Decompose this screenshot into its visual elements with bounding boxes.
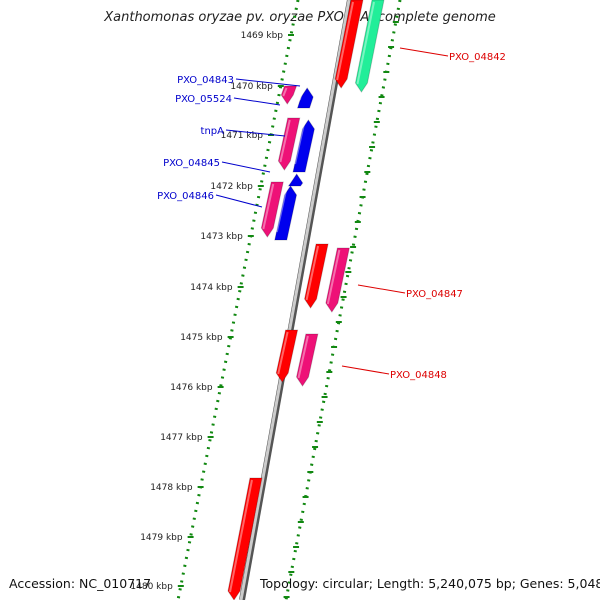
gene-pxo-04845-blue-highlight [289, 175, 294, 179]
callout-line [221, 161, 271, 173]
gene-pxo-04846-blue-highlight [275, 187, 288, 233]
callout-line [399, 47, 449, 57]
gene-pxo-04846-magenta [260, 181, 284, 238]
gene-tnpa-blue-highlight [294, 121, 306, 165]
gene-label: PXO_04842 [449, 52, 506, 63]
ruler-left [176, 0, 300, 600]
kbp-tick-label: 1473 kbp [200, 232, 243, 242]
callout-line [341, 365, 390, 375]
accession-label: Accession: NC_010717 [9, 576, 152, 591]
gene-pxo-04847-red-highlight [305, 245, 320, 301]
gene-callouts: PXO_04843 PXO_05524 tnpA PXO_04845 PXO_04846… [157, 47, 506, 381]
gene-pxo-04847-magenta [325, 247, 350, 313]
kbp-tick-label: 1470 kbp [230, 82, 273, 92]
kbp-tick-label: 1480 kbp [130, 582, 173, 592]
gene-label: PXO_04843 [177, 75, 234, 86]
kbp-tick-label: 1474 kbp [190, 283, 233, 293]
gene-pxo-05524-blue [296, 87, 314, 109]
gene-label: tnpA [201, 126, 225, 137]
gene-pxo-05524-blue-highlight [298, 89, 305, 101]
gene-lower-red [227, 477, 263, 600]
gene-label: PXO_04846 [157, 191, 214, 202]
gene-label: PXO_04847 [406, 289, 463, 300]
gene-label: PXO_04848 [390, 370, 447, 381]
topology-label: Topology: circular; Length: 5,240,075 bp… [260, 576, 600, 591]
gene-label: PXO_04845 [163, 158, 220, 169]
gene-pxo-04842-red [334, 0, 364, 89]
kbp-tick-label: 1475 kbp [180, 333, 223, 343]
gene-tnpa-blue [292, 119, 315, 173]
gene-lower-red-highlight [229, 479, 253, 593]
ruler-right [284, 0, 402, 600]
callout-line [215, 194, 263, 208]
gene-pxo-04847-red [304, 243, 329, 309]
gene-pxo-04846-blue [274, 185, 298, 241]
gene-pxo-04843-magenta [280, 85, 298, 105]
gene-features [227, 0, 385, 600]
gene-tnpa-magenta-highlight [279, 119, 291, 163]
kbp-tick-label: 1471 kbp [221, 131, 264, 141]
callout-line [357, 284, 406, 294]
gene-tnpa-magenta [277, 117, 301, 171]
gene-pxo-04848-red-highlight [277, 331, 289, 375]
ruler-lines [176, 0, 402, 600]
gene-label: PXO_05524 [175, 94, 232, 105]
backbone-line [239, 0, 351, 600]
gene-pxo-04846-magenta-highlight [262, 183, 275, 230]
gene-pxo-04847-magenta-highlight [326, 249, 341, 305]
gene-pxo-04848-magenta-highlight [297, 335, 309, 379]
genome-backbone [239, 0, 353, 600]
gene-pxo-04848-red [275, 329, 299, 383]
callout-line [225, 129, 286, 137]
kbp-tick-label: 1472 kbp [210, 182, 253, 192]
callout-line [233, 97, 281, 106]
gene-pxo-04842-red-highlight [336, 1, 354, 81]
gene-pxo-04848-magenta [295, 333, 319, 387]
kbp-tick-label: 1476 kbp [170, 383, 213, 393]
gene-pxo-04845-blue [287, 173, 304, 187]
kbp-ticks: 1469 kbp 1470 kbp 1471 kbp 1472 kbp 1473 kbp… [130, 31, 294, 592]
kbp-tick-label: 1479 kbp [140, 533, 183, 543]
kbp-tick-label: 1477 kbp [160, 433, 203, 443]
callout-line [235, 78, 301, 87]
gene-pxo-04842-green-highlight [356, 1, 375, 85]
kbp-tick-label: 1469 kbp [241, 31, 284, 41]
gene-pxo-04843-magenta-highlight [282, 87, 288, 97]
kbp-tick-label: 1478 kbp [150, 483, 193, 493]
gene-pxo-04842-green [354, 0, 385, 93]
